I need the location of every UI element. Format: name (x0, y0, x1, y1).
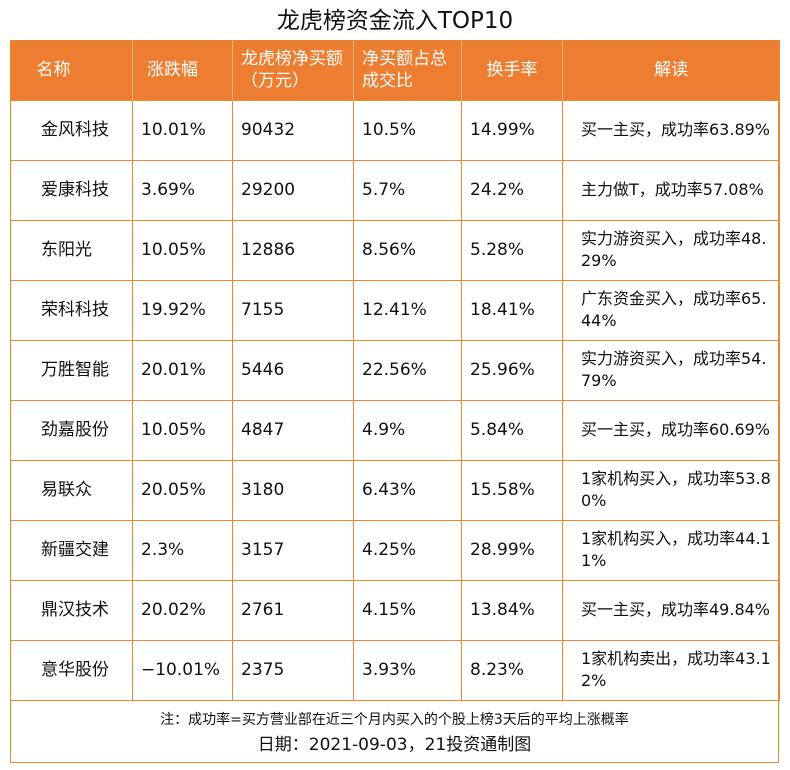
name-cell: 劲嘉股份 (10, 399, 133, 461)
turnover-cell: 14.99% (461, 99, 563, 161)
net-buy-cell: 90432 (232, 99, 354, 161)
ratio-cell: 10.5% (353, 99, 462, 161)
change-cell: 10.05% (132, 219, 233, 281)
table-frame (10, 40, 779, 763)
name-cell: 爱康科技 (10, 159, 133, 221)
table-row: 万胜智能 20.01% 5446 22.56% 25.96% 实力游资买入，成功率54.7… (10, 339, 780, 401)
change-cell: 20.02% (132, 579, 233, 641)
turnover-cell: 18.41% (461, 279, 563, 341)
turnover-cell: 5.28% (461, 219, 563, 281)
change-cell: 20.01% (132, 339, 233, 401)
table-row: 金风科技 10.01% 90432 10.5% 14.99% 买一主买，成功率63.89% (10, 99, 780, 161)
ratio-cell: 22.56% (353, 339, 462, 401)
turnover-cell: 25.96% (461, 339, 563, 401)
interpretation-cell: 买一主买，成功率63.89% (562, 99, 780, 161)
interpretation-cell: 主力做T，成功率57.08% (562, 159, 780, 221)
table-row: 意华股份 −10.01% 2375 3.93% 8.23% 1家机构卖出，成功率43.12… (10, 639, 780, 701)
ratio-cell: 12.41% (353, 279, 462, 341)
header-name: 名称 (10, 40, 133, 100)
table-row: 鼎汉技术 20.02% 2761 4.15% 13.84% 买一主买，成功率49.84% (10, 579, 780, 641)
table-header-row: 名称 涨跌幅 龙虎榜净买额（万元） 净买额占总成交比 换手率 解读 (10, 40, 780, 100)
table-row: 爱康科技 3.69% 29200 5.7% 24.2% 主力做T，成功率57.08% (10, 159, 780, 221)
table-row: 易联众 20.05% 3180 6.43% 15.58% 1家机构买入，成功率53.80% (10, 459, 780, 521)
change-cell: 10.05% (132, 399, 233, 461)
change-cell: 20.05% (132, 459, 233, 521)
name-cell: 新疆交建 (10, 519, 133, 581)
net-buy-cell: 29200 (232, 159, 354, 221)
name-cell: 意华股份 (10, 639, 133, 701)
name-cell: 鼎汉技术 (10, 579, 133, 641)
turnover-cell: 13.84% (461, 579, 563, 641)
interpretation-cell: 实力游资买入，成功率48.29% (562, 219, 780, 281)
ratio-cell: 4.9% (353, 399, 462, 461)
interpretation-cell: 广东资金买入，成功率65.44% (562, 279, 780, 341)
header-net-buy: 龙虎榜净买额（万元） (232, 40, 354, 100)
interpretation-cell: 买一主买，成功率60.69% (562, 399, 780, 461)
turnover-cell: 5.84% (461, 399, 563, 461)
change-cell: 19.92% (132, 279, 233, 341)
net-buy-cell: 2761 (232, 579, 354, 641)
interpretation-cell: 买一主买，成功率49.84% (562, 579, 780, 641)
ratio-cell: 4.15% (353, 579, 462, 641)
net-buy-cell: 3180 (232, 459, 354, 521)
interpretation-cell: 1家机构买入，成功率53.80% (562, 459, 780, 521)
change-cell: 3.69% (132, 159, 233, 221)
header-ratio: 净买额占总成交比 (353, 40, 462, 100)
fund-inflow-table: 名称 涨跌幅 龙虎榜净买额（万元） 净买额占总成交比 换手率 解读 金风科技 10… (10, 40, 780, 701)
turnover-cell: 15.58% (461, 459, 563, 521)
net-buy-cell: 7155 (232, 279, 354, 341)
net-buy-cell: 3157 (232, 519, 354, 581)
change-cell: 10.01% (132, 99, 233, 161)
header-change: 涨跌幅 (132, 40, 233, 100)
name-cell: 东阳光 (10, 219, 133, 281)
interpretation-cell: 1家机构卖出，成功率43.12% (562, 639, 780, 701)
table-row: 荣科科技 19.92% 7155 12.41% 18.41% 广东资金买入，成功率65.4… (10, 279, 780, 341)
header-interpretation: 解读 (562, 40, 780, 100)
turnover-cell: 28.99% (461, 519, 563, 581)
footnote: 注：成功率=买方营业部在近三个月内买入的个股上榜3天后的平均上涨概率 (160, 712, 629, 728)
net-buy-cell: 5446 (232, 339, 354, 401)
page-title: 龙虎榜资金流入TOP10 (276, 8, 514, 34)
interpretation-cell: 实力游资买入，成功率54.79% (562, 339, 780, 401)
footer: 注：成功率=买方营业部在近三个月内买入的个股上榜3天后的平均上涨概率 日期：20… (10, 702, 779, 763)
name-cell: 荣科科技 (10, 279, 133, 341)
header-turnover: 换手率 (461, 40, 563, 100)
name-cell: 金风科技 (10, 99, 133, 161)
footer-date: 日期：2021-09-03，21投资通制图 (257, 735, 532, 755)
table-row: 东阳光 10.05% 12886 8.56% 5.28% 实力游资买入，成功率48.29% (10, 219, 780, 281)
